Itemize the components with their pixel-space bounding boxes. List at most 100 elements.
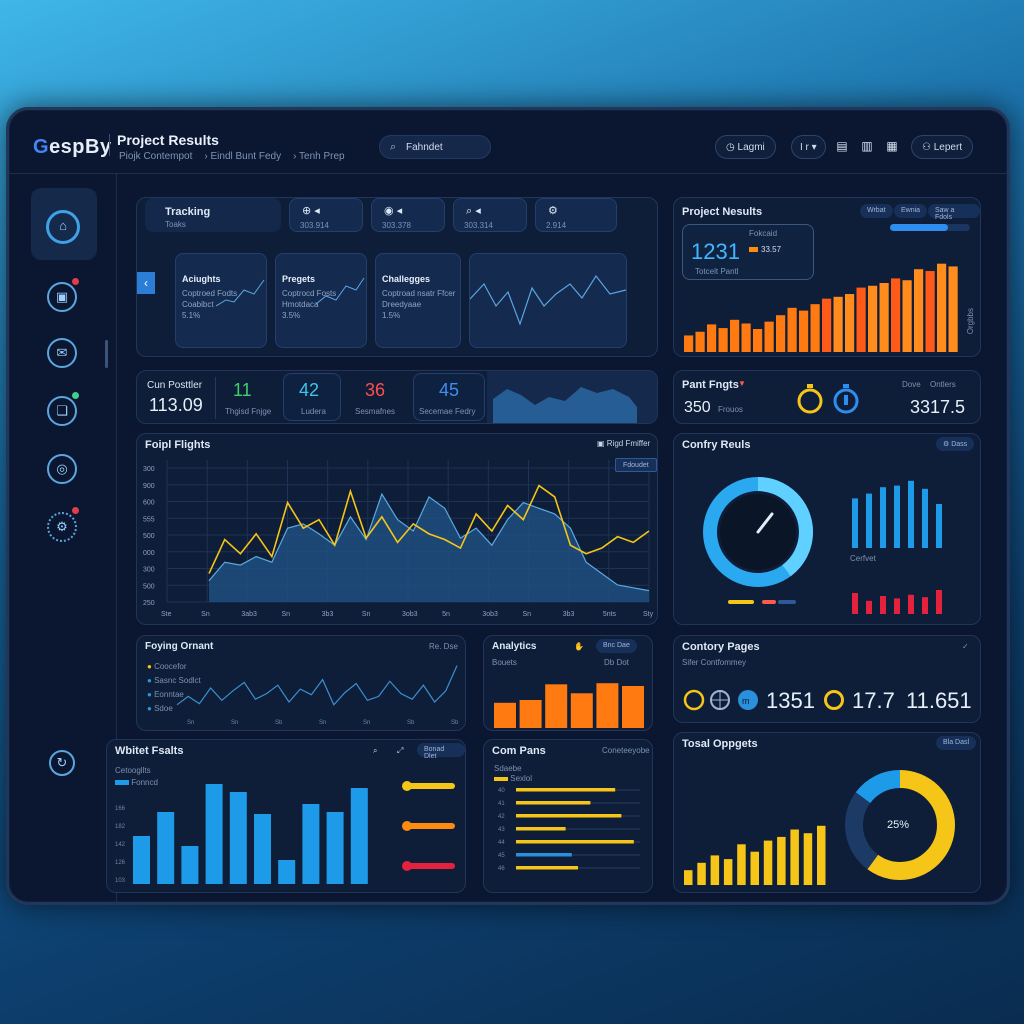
legend-label: Sdoe xyxy=(154,704,173,713)
breadcrumb-item[interactable]: Eindl Bunt Fedy xyxy=(210,151,282,162)
chart-legend-button[interactable]: ▣ Rigd Fmiffer xyxy=(597,439,651,448)
insight-card[interactable]: Pregets Coptrocd Fosts Hmotdaca 3.5% xyxy=(275,253,367,348)
bar xyxy=(350,788,368,884)
bar xyxy=(764,321,774,352)
bar xyxy=(822,298,832,352)
sidebar-item-help[interactable]: ↻ xyxy=(49,750,75,776)
tracking-stat-tab[interactable]: ◉ ◂ 303.378 xyxy=(371,198,445,232)
area-chart: 300 900 600 555 500 000 300 500 250 Ste Sn 3ab3 Sn 3b… xyxy=(143,460,654,618)
tracking-stat-tab[interactable]: ⚙ 2.914 xyxy=(535,198,617,232)
kpi-label: Cun Posttler xyxy=(147,380,203,391)
tracking-stat-tab[interactable]: ⊕ ◂ 303.914 xyxy=(289,198,363,232)
search-icon[interactable]: ⌕ xyxy=(373,746,378,755)
tracking-tab[interactable]: Tracking Toaks xyxy=(145,198,281,232)
bar xyxy=(697,862,706,885)
main-chart-panel: Foipl Flights ▣ Rigd Fmiffer Fdoudet 300… xyxy=(136,433,658,625)
breadcrumb-item[interactable]: Tenh Prep xyxy=(299,151,345,162)
x-tick-label: Sb xyxy=(451,720,459,726)
kpi-value: 17.7 xyxy=(852,688,895,713)
panel-button[interactable]: Re. Dse xyxy=(429,642,458,651)
carousel-prev-button[interactable]: ‹ xyxy=(137,272,155,294)
panel-button[interactable]: Coneteeyobe xyxy=(602,746,650,755)
project-results-chart xyxy=(684,263,958,352)
chart-label: Db Dot xyxy=(604,658,629,667)
y-tick-label: 500 xyxy=(143,583,155,590)
chevron-down-icon: ▾ xyxy=(811,142,817,153)
legend-label: Eonntae xyxy=(154,690,184,699)
button-label: Rigd Fmiffer xyxy=(606,439,651,448)
panel-button[interactable]: ⚙ Dass xyxy=(936,437,975,451)
logout-button[interactable]: ◷ Lagmi xyxy=(715,135,776,159)
bar xyxy=(516,814,622,818)
panel-button[interactable]: Bla Dasl xyxy=(936,736,977,750)
panel-title: Pant Fngts xyxy=(682,379,739,391)
kpi-value: 3317.5 xyxy=(910,397,966,417)
filter-chip[interactable]: Wrbat xyxy=(860,204,893,218)
card-line: Coptroed Fodts xyxy=(182,289,238,298)
tracking-stat-tab[interactable]: ⌕ ◂ 303.314 xyxy=(453,198,527,232)
grid-icon[interactable]: ▤ xyxy=(836,139,848,153)
insight-card[interactable]: Aciughts Coptroed Fodts Coabibct 5.1% xyxy=(175,253,267,348)
card-value: 5.1% xyxy=(182,311,201,320)
x-tick-label: Sn xyxy=(231,720,238,726)
x-tick-label: Sn xyxy=(362,611,371,618)
kpi-main-value: 113.09 xyxy=(149,395,203,415)
panel-title: Contory Pages xyxy=(682,641,760,653)
legend-label: Coocefor xyxy=(154,662,187,671)
bar xyxy=(936,590,942,614)
dropdown-button[interactable]: I r ▾ xyxy=(791,135,826,159)
filter-chip[interactable]: Saw a Fdols xyxy=(928,204,980,221)
page-title: Project Results xyxy=(117,132,219,148)
target-icon: ◉ ◂ xyxy=(384,205,403,217)
bar xyxy=(879,283,889,352)
columns-icon[interactable]: ▦ xyxy=(886,139,898,153)
kpi-value: 350 xyxy=(684,399,711,416)
x-tick-label: 3b3 xyxy=(563,611,575,618)
breadcrumb: Piojk Contempot › Eindl Bunt Fedy › Tenh P… xyxy=(119,151,345,162)
bar xyxy=(799,310,809,352)
export-button[interactable]: ⚇ Lepert xyxy=(911,135,974,159)
kpi-card[interactable]: Fokcaid 1231 33.57 Totcelt Pantl xyxy=(682,224,814,280)
y-tick-label: 46 xyxy=(498,866,505,872)
panel-title: Confry Reuls xyxy=(682,439,751,451)
sidebar-item-documents[interactable]: ❏ xyxy=(47,396,77,426)
kpi-item-label: Ludera xyxy=(301,407,326,416)
series-area xyxy=(209,494,649,602)
filter-chip[interactable]: Ewnia xyxy=(894,204,928,218)
donut-slice xyxy=(845,770,955,880)
panel-title: Analytics xyxy=(492,641,537,652)
users-icon: ⚇ xyxy=(922,142,931,153)
trend-card[interactable] xyxy=(469,253,627,348)
expand-icon[interactable]: ⤢ xyxy=(397,746,404,755)
app-logo[interactable]: GespBy xyxy=(33,136,112,158)
kpi-value: 45 xyxy=(439,380,460,400)
sidebar-item-analytics[interactable]: ◎ xyxy=(47,454,77,484)
kpi-tile[interactable] xyxy=(283,373,341,421)
breadcrumb-item[interactable]: Piojk Contempot xyxy=(119,151,193,162)
top-bar: GespBy Project Results Piojk Contempot › … xyxy=(9,110,1007,174)
progress-bar xyxy=(890,224,970,231)
bar xyxy=(205,784,223,884)
sidebar-item-reports[interactable]: ▣ xyxy=(47,282,77,312)
kpi-sub: Dove xyxy=(902,380,921,389)
x-tick-label: Sn xyxy=(523,611,532,618)
panel-title: Com Pans xyxy=(492,745,546,757)
sidebar-item-messages[interactable]: ✉ xyxy=(47,338,77,368)
panel-button[interactable]: Bonad Dlet xyxy=(417,743,465,760)
series-line xyxy=(208,492,650,592)
panel-button[interactable]: Bnc Dae xyxy=(596,639,637,653)
bar xyxy=(302,804,320,884)
bar xyxy=(937,263,947,352)
panel-title: Wbitet Fsalts xyxy=(115,745,184,757)
card-sub: Coptroad nsatr Ffcer Dreedyaae 1.5% xyxy=(382,288,455,321)
x-tick-label: Sb xyxy=(275,720,283,726)
sidebar-scrollbar[interactable] xyxy=(105,340,108,368)
kpi-item-label: Sesmafnes xyxy=(355,407,396,416)
legend-item: ● Sdoe xyxy=(147,704,173,713)
search-input[interactable]: ⌕ Fahndet xyxy=(379,135,491,159)
insight-card[interactable]: Challegges Coptroad nsatr Ffcer Dreedyaae… xyxy=(375,253,461,348)
sidebar-item-settings[interactable]: ⚙ xyxy=(47,512,77,542)
bar-icon[interactable]: ▥ xyxy=(861,139,873,153)
kpi-tile[interactable] xyxy=(413,373,485,421)
x-tick-label: Sn xyxy=(187,720,194,726)
